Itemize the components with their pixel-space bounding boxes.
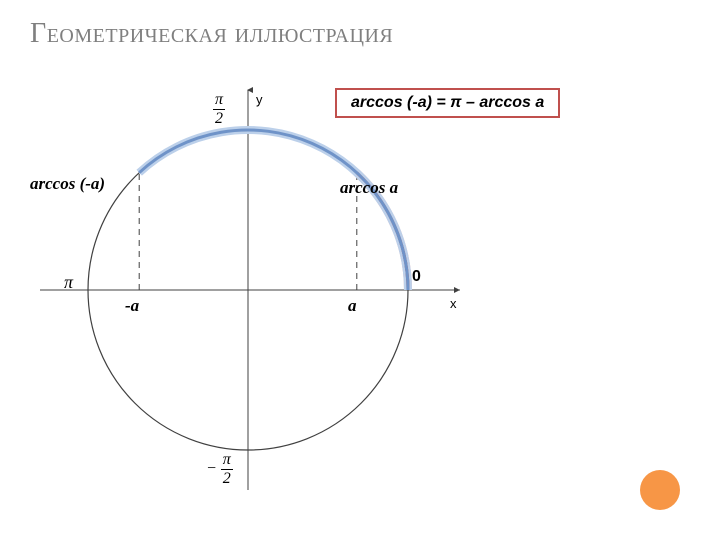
frac-pi-2-top: π 2 (213, 92, 225, 127)
two-den-top: 2 (213, 109, 225, 127)
minus-glyph: − (206, 460, 217, 477)
label-arccos-a: arccos a (340, 178, 398, 198)
diagram-svg (0, 0, 720, 540)
label-minus-a: -a (125, 296, 139, 316)
arc-arccos-ma (139, 130, 408, 290)
slide: { "title": { "text": "Геометрическая илл… (0, 0, 720, 540)
label-zero: 0 (412, 268, 421, 286)
pi-num-top: π (213, 92, 225, 109)
pi-glyph: π (64, 272, 73, 292)
pi-num-bot: π (221, 452, 233, 469)
label-minus-pi-over-2: − π 2 (206, 452, 233, 487)
label-pi: π (64, 272, 73, 293)
arc-arccos-ma-glow (139, 130, 408, 290)
y-axis-label: y (256, 92, 263, 107)
label-a: a (348, 296, 357, 316)
label-arccos-minus-a: arccos (-a) (30, 174, 105, 194)
x-axis-label: x (450, 296, 457, 311)
frac-pi-2-bot: π 2 (221, 452, 233, 487)
accent-circle-icon (640, 470, 680, 510)
two-den-bot: 2 (221, 469, 233, 487)
label-pi-over-2-top: π 2 (213, 92, 225, 127)
